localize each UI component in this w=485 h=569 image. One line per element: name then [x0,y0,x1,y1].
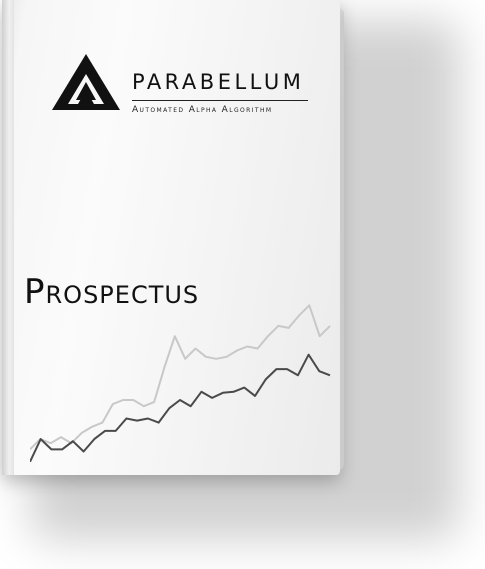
dark-series-line [30,353,331,463]
brand-name: PARABELLUM [132,70,305,94]
book-cover: PARABELLUM Automated Alpha Algorithm Pro… [2,0,340,475]
light-series-line [30,304,331,451]
brand-tagline: Automated Alpha Algorithm [132,105,273,115]
decorative-line-chart [30,304,331,463]
brand-block: PARABELLUM Automated Alpha Algorithm [132,70,332,115]
book-spine [2,0,14,475]
brand-divider [132,100,308,101]
parabellum-triangle-logo [52,54,120,110]
document-title: Prospectus [24,272,200,312]
